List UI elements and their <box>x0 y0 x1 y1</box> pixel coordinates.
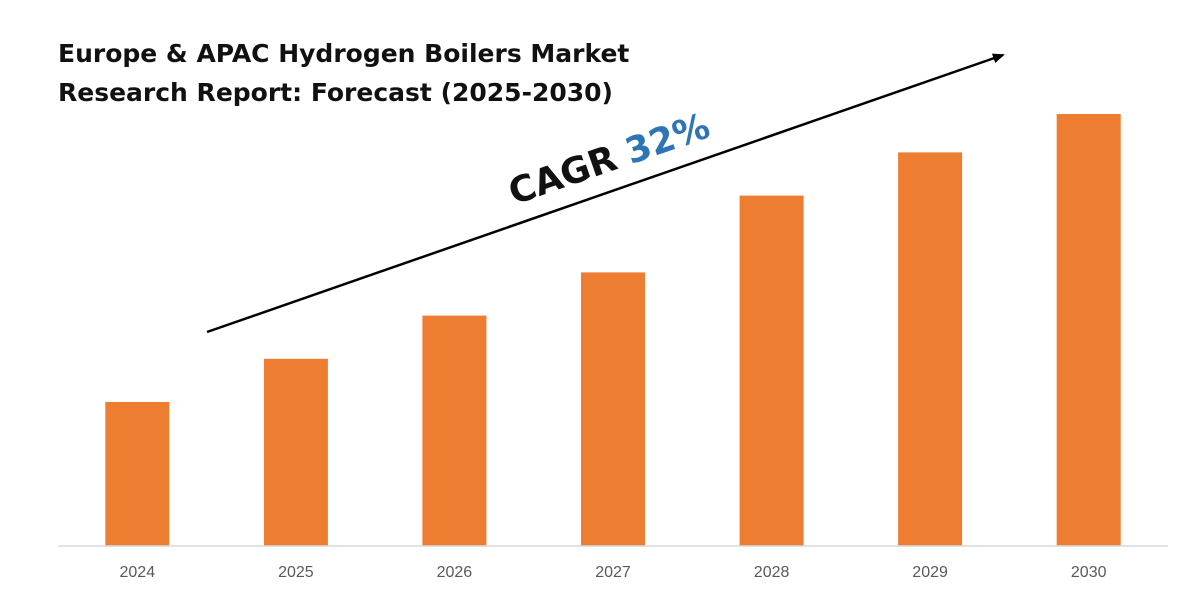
bar-2029 <box>898 152 963 546</box>
chart-title-line-2: Research Report: Forecast (2025-2030) <box>58 78 613 107</box>
x-tick-label-2028: 2028 <box>754 564 790 581</box>
cagr-value: 32% <box>620 106 715 173</box>
bar-2027 <box>581 272 645 546</box>
cagr-prefix: CAGR <box>503 138 622 213</box>
bar-2028 <box>739 195 804 546</box>
x-tick-label-2027: 2027 <box>595 564 631 581</box>
bar-2025 <box>263 358 328 546</box>
bars-group <box>105 114 1121 546</box>
x-axis-tick-labels: 2024 2025 2026 2027 2028 2029 2030 <box>120 564 1107 581</box>
bar-2024 <box>105 402 170 546</box>
trend-arrow <box>206 53 1005 334</box>
x-tick-label-2024: 2024 <box>120 564 156 581</box>
bar-2026 <box>422 315 487 546</box>
bar-2030 <box>1056 114 1121 546</box>
chart-title-line-1: Europe & APAC Hydrogen Boilers Market <box>58 39 629 68</box>
cagr-annotation: CAGR32% <box>503 106 715 214</box>
x-tick-label-2025: 2025 <box>278 564 314 581</box>
x-tick-label-2029: 2029 <box>912 564 948 581</box>
x-tick-label-2026: 2026 <box>437 564 473 581</box>
x-tick-label-2030: 2030 <box>1071 564 1107 581</box>
